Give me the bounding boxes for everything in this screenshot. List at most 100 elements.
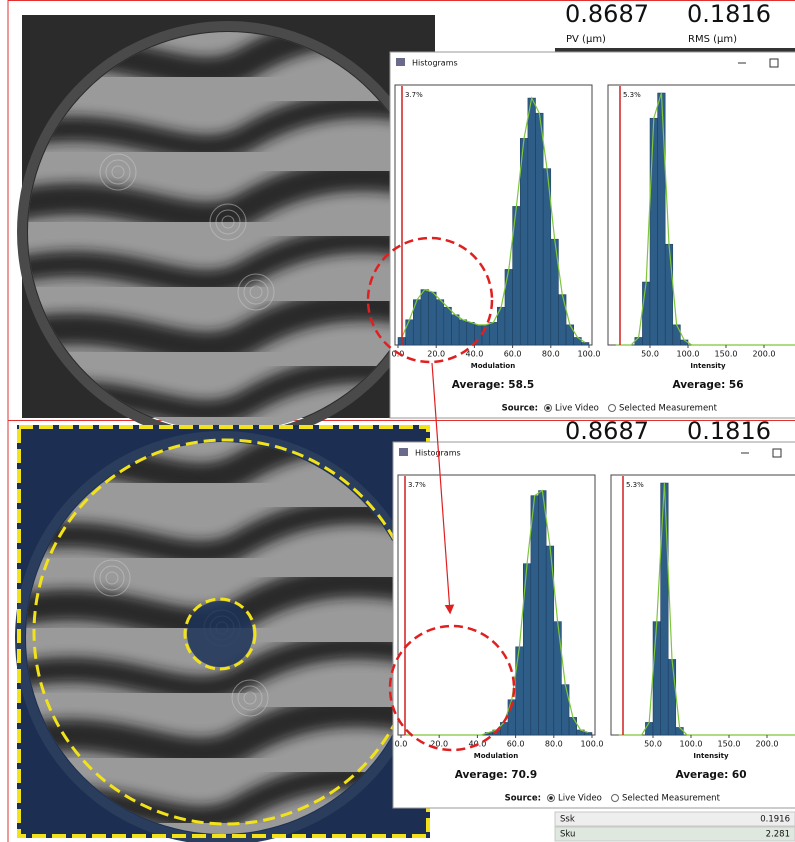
x-tick-label: 200.0 (756, 740, 779, 749)
highlight-circle (388, 624, 516, 752)
histogram-bar (634, 337, 643, 346)
mask-circle (183, 597, 257, 671)
x-axis-label: Modulation (471, 362, 515, 370)
diffraction-ring (93, 559, 131, 597)
histogram-bar (458, 319, 468, 346)
x-tick-label: 150.0 (715, 350, 738, 359)
diffraction-ring (237, 273, 275, 311)
histogram-bar (405, 319, 414, 346)
fringe-band (28, 227, 428, 296)
x-tick-label: 100.0 (677, 350, 700, 359)
panel-frame (7, 420, 795, 842)
plot-frame (610, 474, 795, 736)
histogram-bar (652, 621, 661, 736)
histogram-bar (649, 117, 658, 346)
x-axis-label: Intensity (690, 362, 726, 370)
average-label: Average: 60 (675, 769, 746, 781)
histogram-bar (568, 717, 577, 736)
x-tick-label: 50.0 (644, 740, 662, 749)
highlight-circle (366, 236, 494, 364)
histogram-bar (645, 722, 654, 736)
window-icon (399, 448, 408, 456)
metric-label: RMS (µm) (688, 34, 737, 45)
x-tick-label: 40.0 (465, 350, 483, 359)
window-title: Histograms (415, 449, 461, 458)
metric-value: 0.8687 (565, 417, 649, 445)
x-tick-label: 60.0 (507, 740, 525, 749)
diffraction-ring (249, 285, 263, 299)
fringe-band (26, 498, 418, 567)
histogram-bar (527, 97, 536, 346)
histogram-bar (535, 112, 544, 346)
histogram-bar (489, 322, 498, 346)
source-label: Source: (505, 794, 541, 804)
histogram-bar (558, 294, 567, 346)
source-option[interactable]: Selected Measurement (619, 404, 718, 414)
stat-value: 2.281 (766, 830, 790, 840)
stats-row (554, 811, 795, 827)
maximize-button[interactable] (769, 58, 779, 68)
x-tick-label: 50.0 (641, 350, 659, 359)
diffraction-ring (209, 203, 247, 241)
stat-name: Sku (560, 830, 575, 840)
maximize-button[interactable] (772, 448, 782, 458)
histogram-bar (428, 291, 437, 346)
histogram-bar (553, 621, 562, 736)
histogram-bar (672, 324, 681, 346)
threshold-label: 5.3% (626, 481, 644, 489)
plot-frame (607, 84, 795, 346)
histogram-bar (565, 324, 574, 346)
stats-row (554, 826, 795, 842)
source-option[interactable]: Selected Measurement (622, 794, 721, 804)
fringe-band (28, 92, 428, 161)
x-axis-label: Intensity (693, 752, 729, 760)
fringe-band (28, 159, 428, 234)
diffraction-ring (99, 565, 125, 591)
diffraction-ring (243, 691, 257, 705)
histogram-bar (451, 314, 460, 346)
histogram-bar (530, 495, 539, 736)
histogram-bar (538, 490, 547, 736)
average-label: Average: 56 (672, 379, 743, 391)
metric-value: 0.1816 (687, 417, 771, 445)
diffraction-ring (111, 165, 125, 179)
threshold-label: 5.3% (623, 91, 641, 99)
histogram-bar (561, 684, 570, 736)
diffraction-ring (243, 279, 269, 305)
diffraction-ring (221, 215, 235, 229)
histogram-bar (515, 646, 524, 736)
average-label: Average: 70.9 (455, 769, 537, 781)
source-option[interactable]: Live Video (555, 404, 599, 414)
fit-curve (618, 482, 795, 736)
fit-curve (615, 92, 795, 346)
x-tick-label: 200.0 (753, 350, 776, 359)
source-label: Source: (502, 404, 538, 414)
histogram-bar (435, 299, 445, 346)
metric-value: 0.1816 (687, 0, 771, 28)
x-tick-label: 100.0 (680, 740, 703, 749)
histogram-bar (664, 243, 674, 346)
masked-center (187, 601, 253, 667)
radio-dot (546, 406, 550, 410)
radio-button[interactable] (608, 404, 616, 412)
radio-dot (549, 796, 553, 800)
source-option[interactable]: Live Video (558, 794, 602, 804)
stat-value: 0.1916 (760, 815, 790, 825)
radio-button[interactable] (611, 794, 619, 802)
x-tick-label: 20.0 (427, 350, 445, 359)
x-tick-label: 20.0 (430, 740, 448, 749)
x-tick-label: 100.0 (578, 350, 601, 359)
metric-value: 0.8687 (565, 0, 649, 28)
diffraction-ring (231, 679, 269, 717)
threshold-label: 3.7% (408, 481, 426, 489)
window-title: Histograms (412, 59, 458, 68)
histogram-bar (443, 306, 452, 346)
window-icon (396, 58, 405, 66)
fit-curve (401, 96, 586, 343)
threshold-label: 3.7% (405, 91, 423, 99)
x-tick-label: 60.0 (504, 350, 522, 359)
diffraction-ring (105, 571, 119, 585)
histogram-bar (675, 727, 684, 736)
